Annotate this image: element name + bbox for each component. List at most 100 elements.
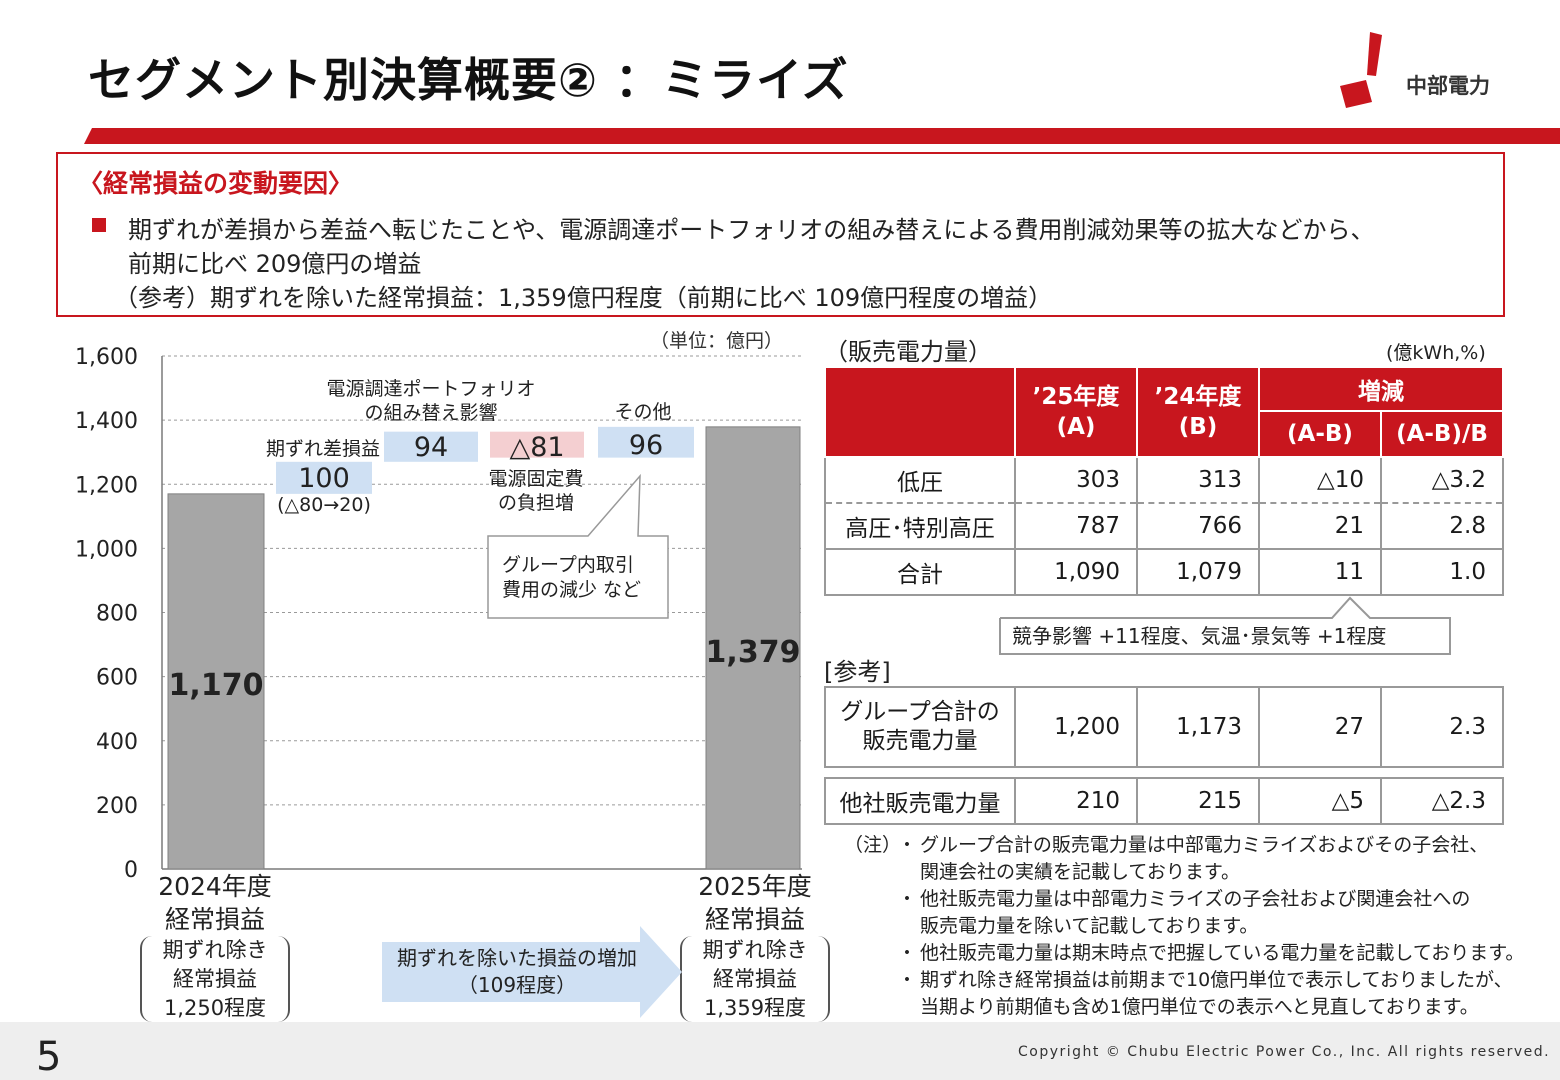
note-text: 当期より前期値も含め1億円単位での表示へと見直しております。 [920,996,1479,1018]
bar-value-label: 1,170 [169,668,264,703]
waterfall-step [490,431,584,458]
adjusted-left-value: 1,250程度 [163,996,267,1020]
waterfall-step [598,426,694,458]
table-row: 低圧 303 313 △10 △3.2 [824,456,1504,504]
header-col-a-sym: (A) [1056,414,1096,440]
year-label-left: 2024年度 経常損益 [140,870,290,936]
y-tick-label: 400 [96,730,138,755]
reference-group-table: グループ合計の 販売電力量 1,200 1,173 27 2.3 [824,686,1504,768]
row-pct: 2.8 [1380,503,1504,550]
adjusted-increase-arrow [382,926,682,1018]
row-a: 787 [1014,503,1138,550]
step-label: 電源固定費 [488,468,583,490]
header-col-a: ’25年度 (A) [1014,366,1138,458]
adjusted-right: 期ずれ除き 経常損益 1,359程度 [680,936,830,1022]
reference-title: [参考] [824,658,891,686]
factor-line-2: 前期に比べ 209億円の増益 [128,250,422,278]
page-number: 5 [36,1034,62,1080]
other-a: 210 [1014,777,1138,825]
bullet-icon [92,218,106,232]
page-title: セグメント別決算概要② ：ミライズ [88,53,849,107]
row-pct: △3.2 [1380,456,1504,504]
year-label-right-item: 経常損益 [704,905,805,934]
note-row: ・ 他社販売電力量は中部電力ミライズの子会社および関連会社への [844,886,1524,913]
copyright: Copyright © Chubu Electric Power Co., In… [1018,1044,1551,1060]
note-text: 他社販売電力量は期末時点で把握している電力量を記載しております。 [920,942,1525,964]
table-row: 合計 1,090 1,079 11 1.0 [824,548,1504,596]
other-label: 他社販売電力量 [824,777,1016,825]
note-text: 期ずれ除き経常損益は前期まで10億円単位で表示しておりましたが、 [920,969,1513,991]
header-stripe [84,128,1560,144]
row-a: 303 [1014,456,1138,504]
y-tick-label: 0 [124,858,138,883]
note-text: 関連会社の実績を記載しております。 [920,861,1240,883]
row-label: 低圧 [824,456,1016,504]
arrow-text-line2: （109程度） [457,973,577,997]
other-b: 215 [1136,777,1260,825]
y-tick-label: 800 [96,602,138,627]
row-diff: 21 [1258,503,1382,550]
step-sublabel: (△80→20) [277,494,371,516]
note-row: 関連会社の実績を記載しております。 [844,859,1524,886]
step-value-label: 94 [414,432,448,463]
note-row: ・ 期ずれ除き経常損益は前期まで10億円単位で表示しておりましたが、 [844,967,1524,994]
step-value-label: △81 [509,432,564,463]
row-b: 766 [1136,503,1260,550]
reference-other-table: 他社販売電力量 210 215 △5 △2.3 [824,777,1504,825]
step-value-label: 100 [298,463,350,494]
note-bullet: ・ [897,969,917,991]
row-label: 高圧･特別高圧 [824,503,1016,550]
group-diff: 27 [1258,686,1382,768]
note-row: 当期より前期値も含め1億円単位での表示へと見直しております。 [844,994,1524,1021]
note-text: 販売電力量を除いて記載しております。 [920,915,1259,937]
header-col-b-year: ’24年度 [1154,384,1242,410]
y-tick-label: 1,000 [75,537,138,562]
header-diff-pct: (A-B)/B [1380,410,1504,458]
note-row: （注） ・ グループ合計の販売電力量は中部電力ミライズおよびその子会社、 [844,832,1524,859]
waterfall-step [276,461,372,494]
year-label-right: 2025年度 経常損益 [680,870,830,936]
factor-line-1: 期ずれが差損から差益へ転じたことや、電源調達ポートフォリオの組み替えによる費用削… [128,216,1375,244]
y-tick-label: 1,600 [75,345,138,370]
step-label: の負担増 [498,492,574,514]
sales-table-unit: (億kWh,%) [1386,342,1486,364]
year-label-left-item: 経常損益 [164,905,265,934]
step-label: その他 [614,401,671,423]
row-a: 1,090 [1014,548,1138,596]
sales-table-title: （販売電力量） [824,338,992,366]
company-logo-text: 中部電力 [1406,74,1490,98]
other-diff: △5 [1258,777,1382,825]
sales-callout-frame [999,596,1451,655]
group-label-line1: グループ合計の [840,699,1000,725]
y-tick-label: 600 [96,666,138,691]
header-blank [824,366,1016,458]
group-label: グループ合計の 販売電力量 [824,686,1016,768]
sales-callout-text: 競争影響 +11程度、気温･景気等 +1程度 [1012,624,1387,648]
row-b: 1,079 [1136,548,1260,596]
chart-svg: 1,600 1,400 1,200 1,000 800 600 400 200 0 1,170 1,… [75,345,802,883]
other-callout-frame [487,473,669,619]
note-bullet: ・ [897,942,917,964]
table-row: 高圧･特別高圧 787 766 21 2.8 [824,503,1504,550]
y-tick-label: 200 [96,794,138,819]
group-b: 1,173 [1136,686,1260,768]
note-bullet: ・ [897,834,917,856]
bar-value-label: 1,379 [706,635,801,670]
adjusted-left: 期ずれ除き 経常損益 1,250程度 [140,936,290,1022]
group-label-line2: 販売電力量 [862,728,978,754]
row-b: 313 [1136,456,1260,504]
adjusted-left-line1: 期ずれ除き [162,938,268,962]
step-value-label: 96 [629,430,663,461]
adjusted-right-line1: 期ずれ除き [702,938,808,962]
adjusted-right-line2: 経常損益 [713,967,797,991]
factor-box: 〈経常損益の変動要因〉 期ずれが差損から差益へ転じたことや、電源調達ポートフォリ… [56,152,1505,317]
header-diff: 増減 [1258,366,1504,412]
note-row: 販売電力量を除いて記載しております。 [844,913,1524,940]
note-text: グループ合計の販売電力量は中部電力ミライズおよびその子会社、 [920,834,1489,856]
chart-unit: （単位：億円） [650,330,784,352]
row-label: 合計 [824,548,1016,596]
other-callout-text: 費用の減少 など [502,579,641,601]
row-diff: △10 [1258,456,1382,504]
waterfall-chart: 1,600 1,400 1,200 1,000 800 600 400 200 0 1,170 1,… [60,322,820,1022]
other-callout-text: グループ内取引 [502,554,634,576]
